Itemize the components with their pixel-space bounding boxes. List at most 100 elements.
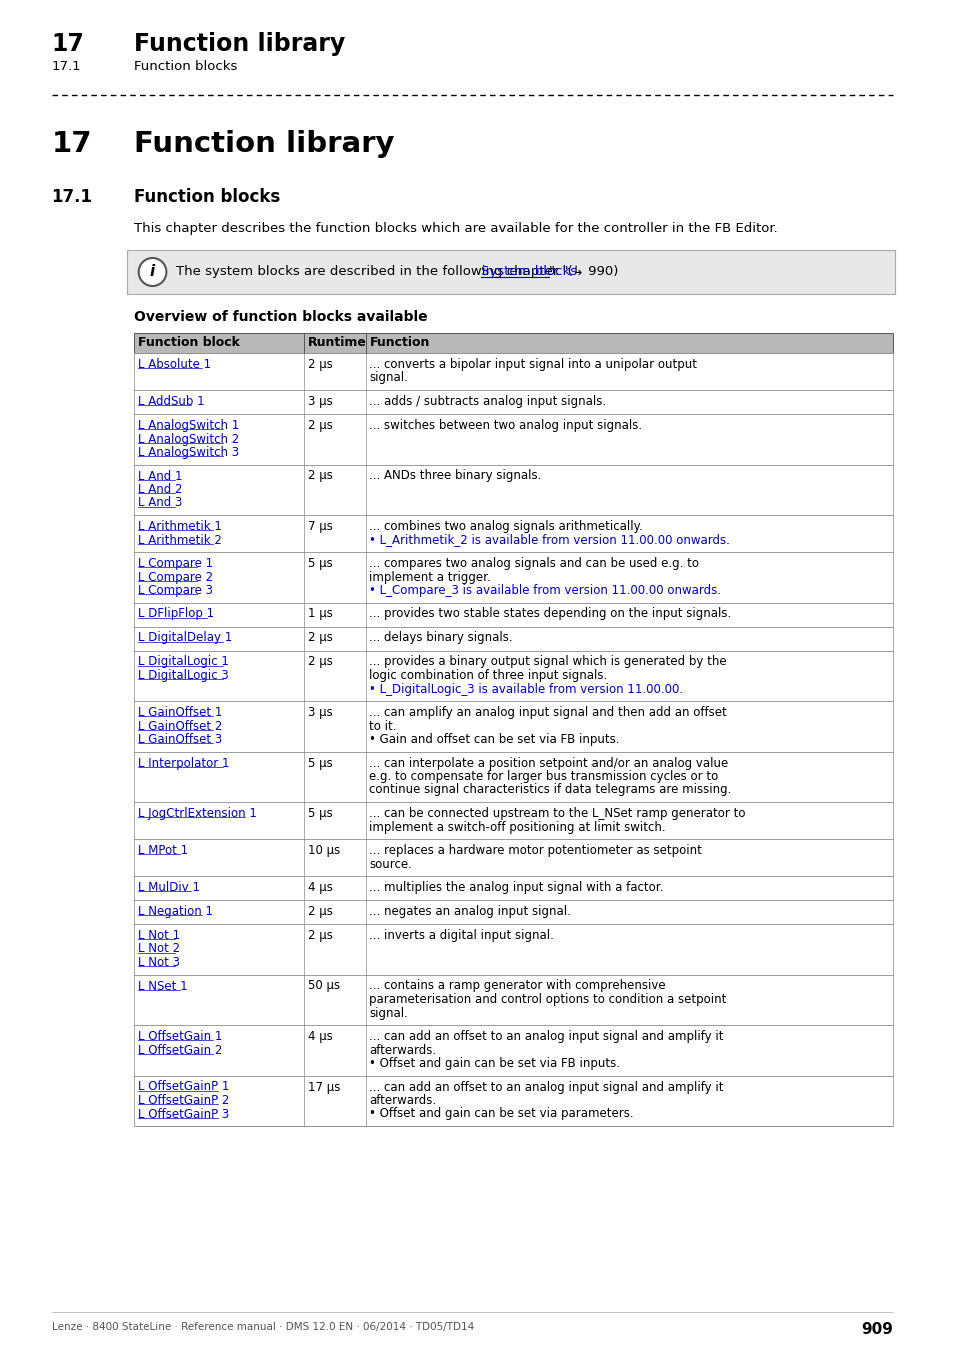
Text: 2 µs: 2 µs — [308, 656, 333, 668]
Text: ... provides a binary output signal which is generated by the: ... provides a binary output signal whic… — [369, 656, 726, 668]
Text: 5 µs: 5 µs — [308, 807, 333, 819]
Text: 17: 17 — [51, 130, 92, 158]
Text: L OffsetGain 2: L OffsetGain 2 — [137, 1044, 222, 1057]
FancyBboxPatch shape — [133, 975, 893, 1025]
Text: L DFlipFlop 1: L DFlipFlop 1 — [137, 608, 213, 621]
Text: L DigitalDelay 1: L DigitalDelay 1 — [137, 632, 232, 644]
Text: ... negates an analog input signal.: ... negates an analog input signal. — [369, 904, 571, 918]
Text: signal.: signal. — [369, 1007, 408, 1019]
Text: Function library: Function library — [133, 130, 394, 158]
Text: ... inverts a digital input signal.: ... inverts a digital input signal. — [369, 929, 554, 942]
FancyBboxPatch shape — [133, 1025, 893, 1076]
Text: 17.1: 17.1 — [51, 59, 81, 73]
Text: Function block: Function block — [137, 336, 239, 350]
FancyBboxPatch shape — [133, 802, 893, 838]
Text: L Compare 2: L Compare 2 — [137, 571, 213, 583]
Text: signal.: signal. — [369, 371, 408, 385]
FancyBboxPatch shape — [133, 900, 893, 923]
Text: L And 3: L And 3 — [137, 497, 182, 509]
Text: logic combination of three input signals.: logic combination of three input signals… — [369, 670, 607, 682]
Text: L GainOffset 3: L GainOffset 3 — [137, 733, 222, 747]
Text: 5 µs: 5 µs — [308, 756, 333, 770]
Text: L AnalogSwitch 3: L AnalogSwitch 3 — [137, 446, 238, 459]
Text: ... can add an offset to an analog input signal and amplify it: ... can add an offset to an analog input… — [369, 1080, 723, 1094]
Text: 17: 17 — [51, 32, 84, 55]
FancyBboxPatch shape — [133, 514, 893, 552]
Text: to it.: to it. — [369, 720, 396, 733]
FancyBboxPatch shape — [133, 701, 893, 752]
Text: L Compare 1: L Compare 1 — [137, 558, 213, 570]
Text: 909: 909 — [861, 1322, 893, 1336]
Text: Function blocks: Function blocks — [133, 59, 237, 73]
Text: afterwards.: afterwards. — [369, 1044, 436, 1057]
Text: Overview of function blocks available: Overview of function blocks available — [133, 310, 427, 324]
Text: ... contains a ramp generator with comprehensive: ... contains a ramp generator with compr… — [369, 980, 665, 992]
Text: • L_DigitalLogic_3 is available from version 11.00.00.: • L_DigitalLogic_3 is available from ver… — [369, 683, 683, 695]
Text: ... replaces a hardware motor potentiometer as setpoint: ... replaces a hardware motor potentiome… — [369, 844, 701, 857]
Text: ... delays binary signals.: ... delays binary signals. — [369, 632, 513, 644]
Text: L NSet 1: L NSet 1 — [137, 980, 187, 992]
Text: 4 µs: 4 µs — [308, 882, 333, 894]
Text: ... adds / subtracts analog input signals.: ... adds / subtracts analog input signal… — [369, 396, 606, 408]
Text: 2 µs: 2 µs — [308, 418, 333, 432]
Text: Function: Function — [369, 336, 430, 350]
FancyBboxPatch shape — [133, 1076, 893, 1126]
Text: L And 1: L And 1 — [137, 470, 182, 482]
Text: L Arithmetik 2: L Arithmetik 2 — [137, 533, 221, 547]
Text: The system blocks are described in the following chapter ": The system blocks are described in the f… — [176, 265, 568, 278]
FancyBboxPatch shape — [133, 390, 893, 414]
Text: L And 2: L And 2 — [137, 483, 182, 495]
Text: 2 µs: 2 µs — [308, 929, 333, 942]
Text: • Offset and gain can be set via parameters.: • Offset and gain can be set via paramet… — [369, 1107, 634, 1120]
FancyBboxPatch shape — [133, 333, 893, 352]
Text: 7 µs: 7 µs — [308, 520, 333, 533]
Text: ... compares two analog signals and can be used e.g. to: ... compares two analog signals and can … — [369, 558, 699, 570]
Text: System blocks: System blocks — [480, 265, 577, 278]
Text: L Arithmetik 1: L Arithmetik 1 — [137, 520, 221, 533]
Text: 3 µs: 3 µs — [308, 706, 333, 720]
Text: ... can be connected upstream to the L_NSet ramp generator to: ... can be connected upstream to the L_N… — [369, 807, 745, 819]
Text: ".  (↳ 990): ". (↳ 990) — [549, 265, 618, 278]
Text: L Negation 1: L Negation 1 — [137, 904, 213, 918]
FancyBboxPatch shape — [133, 414, 893, 464]
Text: • L_Arithmetik_2 is available from version 11.00.00 onwards.: • L_Arithmetik_2 is available from versi… — [369, 533, 730, 547]
FancyBboxPatch shape — [133, 876, 893, 900]
Text: L AnalogSwitch 1: L AnalogSwitch 1 — [137, 418, 238, 432]
Text: L Not 1: L Not 1 — [137, 929, 179, 942]
Text: L GainOffset 2: L GainOffset 2 — [137, 720, 222, 733]
Text: L OffsetGainP 1: L OffsetGainP 1 — [137, 1080, 229, 1094]
Text: ... can interpolate a position setpoint and/or an analog value: ... can interpolate a position setpoint … — [369, 756, 728, 770]
Text: ... converts a bipolar input signal into a unipolar output: ... converts a bipolar input signal into… — [369, 358, 697, 371]
FancyBboxPatch shape — [127, 250, 895, 294]
Text: L OffsetGainP 3: L OffsetGainP 3 — [137, 1107, 229, 1120]
Text: L Not 2: L Not 2 — [137, 942, 179, 956]
Text: L JogCtrlExtension 1: L JogCtrlExtension 1 — [137, 807, 256, 819]
Text: 4 µs: 4 µs — [308, 1030, 333, 1044]
Text: L Compare 3: L Compare 3 — [137, 585, 213, 597]
Text: L DigitalLogic 1: L DigitalLogic 1 — [137, 656, 229, 668]
FancyBboxPatch shape — [133, 602, 893, 626]
Text: 50 µs: 50 µs — [308, 980, 340, 992]
Text: 3 µs: 3 µs — [308, 396, 333, 408]
Text: parameterisation and control options to condition a setpoint: parameterisation and control options to … — [369, 994, 726, 1006]
Text: Runtime: Runtime — [308, 336, 367, 350]
Text: ... ANDs three binary signals.: ... ANDs three binary signals. — [369, 470, 541, 482]
Text: L OffsetGain 1: L OffsetGain 1 — [137, 1030, 222, 1044]
Text: implement a trigger.: implement a trigger. — [369, 571, 491, 583]
FancyBboxPatch shape — [133, 651, 893, 701]
FancyBboxPatch shape — [133, 923, 893, 975]
FancyBboxPatch shape — [133, 352, 893, 390]
Text: Function library: Function library — [133, 32, 345, 55]
Text: L MPot 1: L MPot 1 — [137, 844, 188, 857]
Text: ... can amplify an analog input signal and then add an offset: ... can amplify an analog input signal a… — [369, 706, 726, 720]
Text: 17 µs: 17 µs — [308, 1080, 340, 1094]
Text: • Offset and gain can be set via FB inputs.: • Offset and gain can be set via FB inpu… — [369, 1057, 619, 1071]
Text: continue signal characteristics if data telegrams are missing.: continue signal characteristics if data … — [369, 783, 731, 796]
Text: ... can add an offset to an analog input signal and amplify it: ... can add an offset to an analog input… — [369, 1030, 723, 1044]
Text: 2 µs: 2 µs — [308, 470, 333, 482]
Text: afterwards.: afterwards. — [369, 1094, 436, 1107]
Text: L OffsetGainP 2: L OffsetGainP 2 — [137, 1094, 229, 1107]
Text: L AddSub 1: L AddSub 1 — [137, 396, 204, 408]
Text: L Not 3: L Not 3 — [137, 956, 179, 969]
Text: 5 µs: 5 µs — [308, 558, 333, 570]
